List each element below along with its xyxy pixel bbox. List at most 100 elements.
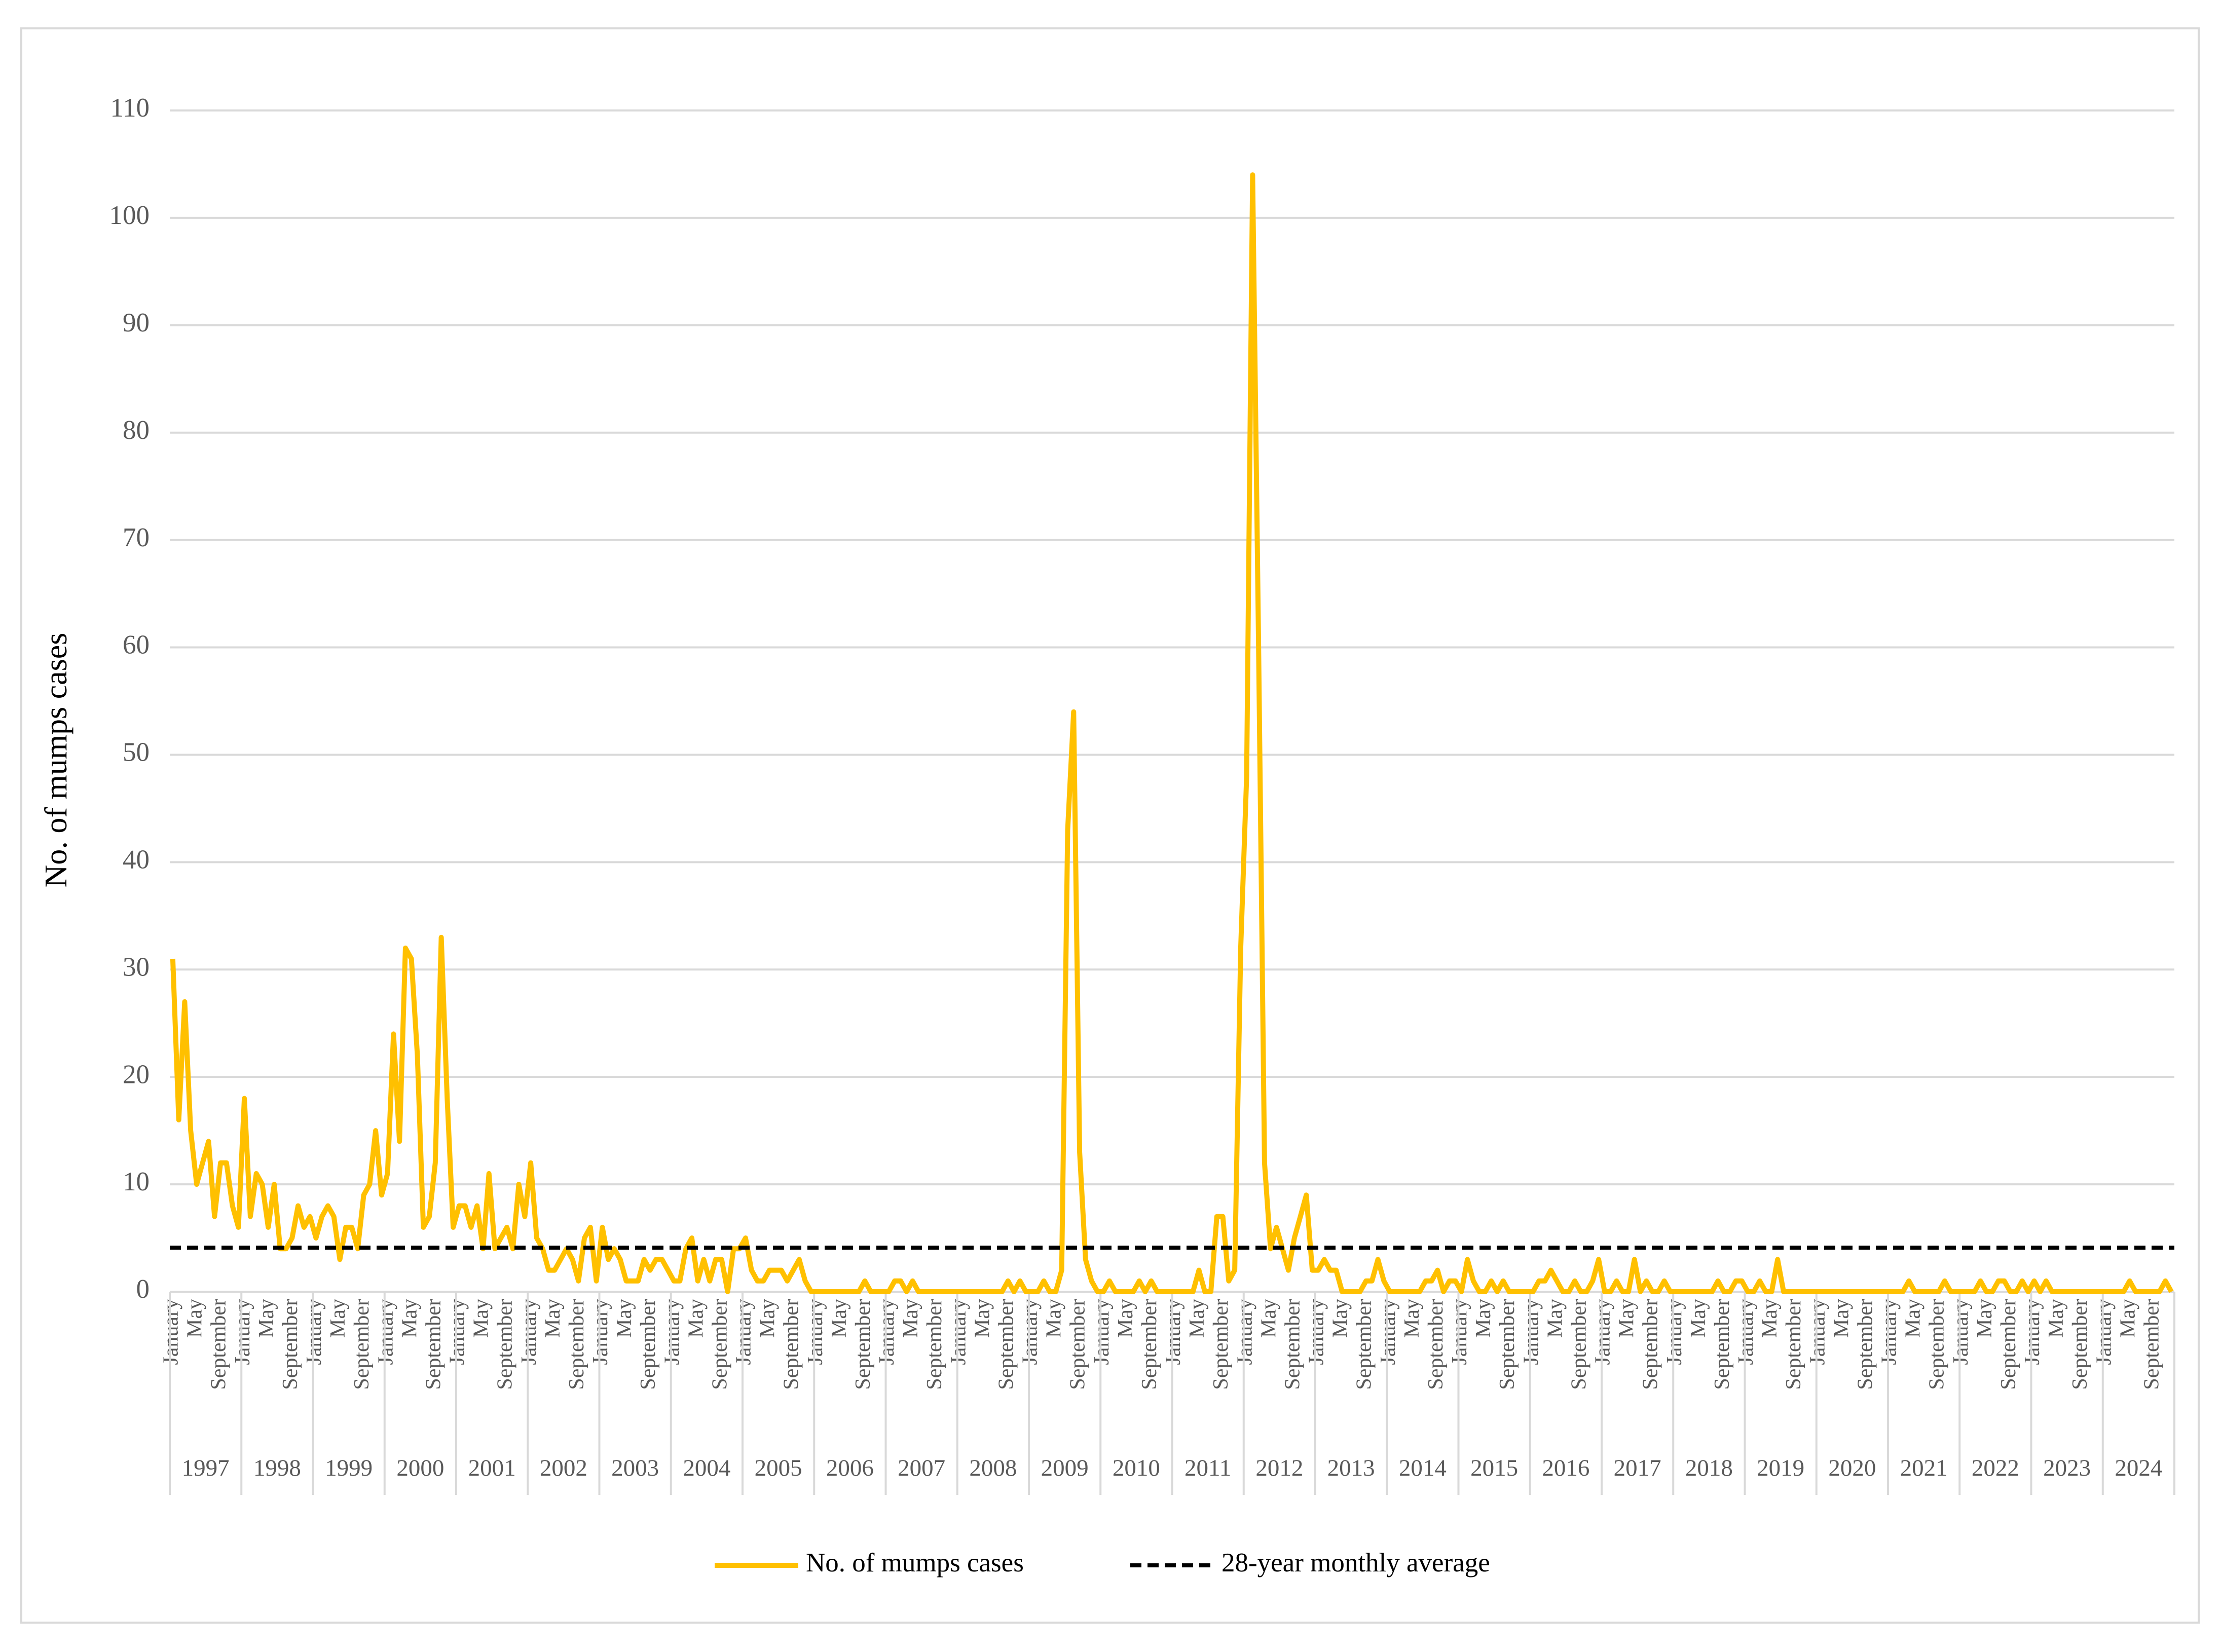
x-tick-label: September bbox=[1997, 1299, 2020, 1390]
x-tick-label: September bbox=[565, 1299, 588, 1390]
x-tick-label: January bbox=[303, 1299, 326, 1365]
x-tick-label: January bbox=[660, 1299, 684, 1365]
x-tick-label: May bbox=[1186, 1299, 1209, 1338]
x-group-label: 2014 bbox=[1399, 1455, 1447, 1481]
x-tick-label: September bbox=[1138, 1299, 1161, 1390]
x-group-label: 2004 bbox=[683, 1455, 730, 1481]
x-tick-label: September bbox=[422, 1299, 445, 1390]
y-tick-label: 50 bbox=[123, 738, 150, 767]
x-tick-label: September bbox=[923, 1299, 946, 1390]
y-tick-label: 100 bbox=[109, 201, 150, 230]
x-group-label: 2010 bbox=[1113, 1455, 1160, 1481]
x-tick-label: January bbox=[517, 1299, 541, 1365]
x-tick-label: May bbox=[2116, 1299, 2139, 1338]
x-tick-label: January bbox=[1806, 1299, 1829, 1365]
x-tick-label: May bbox=[2045, 1299, 2068, 1338]
x-tick-label: January bbox=[1520, 1299, 1543, 1365]
x-tick-label: September bbox=[207, 1299, 231, 1390]
x-tick-label: September bbox=[852, 1299, 875, 1390]
x-tick-label: May bbox=[899, 1299, 922, 1338]
y-tick-label: 90 bbox=[123, 308, 150, 337]
x-group-label: 2020 bbox=[1828, 1455, 1876, 1481]
x-tick-label: January bbox=[374, 1299, 397, 1365]
x-tick-label: May bbox=[1400, 1299, 1424, 1338]
x-group-label: 2023 bbox=[2043, 1455, 2091, 1481]
x-group-label: 2001 bbox=[468, 1455, 516, 1481]
data-line bbox=[170, 172, 2174, 1294]
y-tick-label: 20 bbox=[123, 1060, 150, 1089]
y-tick-label: 60 bbox=[123, 630, 150, 660]
x-tick-label: January bbox=[1377, 1299, 1400, 1365]
x-tick-label: May bbox=[828, 1299, 851, 1338]
x-group-label: 2006 bbox=[826, 1455, 874, 1481]
x-tick-label: January bbox=[1233, 1299, 1256, 1365]
x-tick-label: May bbox=[1329, 1299, 1352, 1338]
x-tick-label: January bbox=[1448, 1299, 1471, 1365]
x-tick-label: January bbox=[2092, 1299, 2116, 1365]
x-tick-label: September bbox=[2140, 1299, 2163, 1390]
x-tick-label: May bbox=[1687, 1299, 1710, 1338]
x-group-label: 2018 bbox=[1685, 1455, 1733, 1481]
x-tick-label: January bbox=[1090, 1299, 1114, 1365]
x-tick-label: January bbox=[446, 1299, 469, 1365]
y-tick-label: 70 bbox=[123, 523, 150, 552]
x-tick-label: September bbox=[1496, 1299, 1519, 1390]
x-tick-label: September bbox=[1711, 1299, 1734, 1390]
y-tick-label: 10 bbox=[123, 1167, 150, 1196]
y-tick-label: 0 bbox=[136, 1274, 150, 1304]
x-tick-label: January bbox=[732, 1299, 756, 1365]
x-group-label: 2009 bbox=[1041, 1455, 1089, 1481]
x-tick-label: May bbox=[1472, 1299, 1495, 1338]
x-tick-label: May bbox=[1615, 1299, 1639, 1338]
x-group-label: 2011 bbox=[1184, 1455, 1231, 1481]
x-tick-label: January bbox=[947, 1299, 970, 1365]
x-tick-label: May bbox=[1043, 1299, 1066, 1338]
x-tick-label: May bbox=[398, 1299, 421, 1338]
x-tick-label: May bbox=[1114, 1299, 1137, 1338]
x-tick-label: January bbox=[160, 1299, 183, 1365]
x-tick-label: May bbox=[756, 1299, 780, 1338]
x-tick-label: May bbox=[971, 1299, 994, 1338]
x-tick-label: May bbox=[255, 1299, 278, 1338]
x-group-label: 2003 bbox=[611, 1455, 659, 1481]
x-tick-label: May bbox=[1902, 1299, 1925, 1338]
x-tick-label: September bbox=[1926, 1299, 1949, 1390]
x-tick-label: September bbox=[279, 1299, 302, 1390]
x-tick-label: January bbox=[231, 1299, 254, 1365]
x-tick-label: January bbox=[1162, 1299, 1185, 1365]
x-tick-label: January bbox=[2021, 1299, 2044, 1365]
x-tick-label: September bbox=[1281, 1299, 1304, 1390]
x-tick-label: May bbox=[1543, 1299, 1567, 1338]
x-tick-label: September bbox=[1639, 1299, 1662, 1390]
x-tick-label: September bbox=[1782, 1299, 1805, 1390]
x-tick-label: January bbox=[589, 1299, 612, 1365]
x-group-label: 2007 bbox=[898, 1455, 945, 1481]
x-group-label: 2019 bbox=[1757, 1455, 1804, 1481]
x-tick-label: September bbox=[494, 1299, 517, 1390]
x-group-label: 2013 bbox=[1327, 1455, 1375, 1481]
x-tick-label: January bbox=[1019, 1299, 1042, 1365]
legend-label: No. of mumps cases bbox=[806, 1548, 1024, 1578]
x-tick-label: January bbox=[875, 1299, 899, 1365]
x-tick-label: January bbox=[1305, 1299, 1328, 1365]
x-tick-label: January bbox=[804, 1299, 827, 1365]
x-group-label: 2015 bbox=[1470, 1455, 1518, 1481]
x-group-label: 1998 bbox=[253, 1455, 301, 1481]
x-tick-label: May bbox=[1257, 1299, 1280, 1338]
x-tick-label: September bbox=[1066, 1299, 1090, 1390]
x-group-label: 2021 bbox=[1900, 1455, 1948, 1481]
x-tick-label: May bbox=[1758, 1299, 1782, 1338]
y-tick-label: 110 bbox=[110, 93, 150, 123]
x-tick-label: January bbox=[1878, 1299, 1901, 1365]
x-tick-label: January bbox=[1663, 1299, 1686, 1365]
x-tick-label: September bbox=[1209, 1299, 1233, 1390]
x-tick-label: May bbox=[470, 1299, 493, 1338]
x-tick-label: May bbox=[326, 1299, 350, 1338]
x-tick-label: January bbox=[1949, 1299, 1973, 1365]
x-tick-label: September bbox=[2068, 1299, 2092, 1390]
x-tick-label: May bbox=[183, 1299, 207, 1338]
x-group-label: 2002 bbox=[540, 1455, 587, 1481]
x-group-label: 2017 bbox=[1614, 1455, 1661, 1481]
x-group-label: 2024 bbox=[2115, 1455, 2162, 1481]
